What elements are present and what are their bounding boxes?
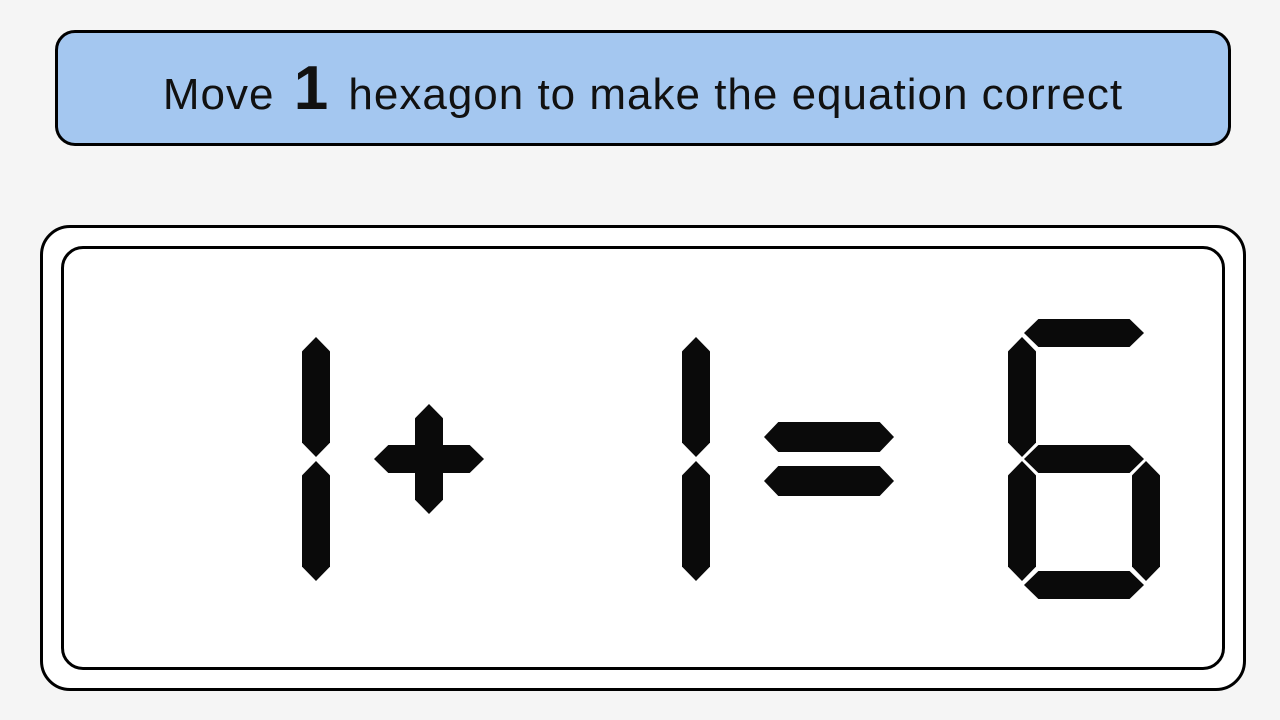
- puzzle-panel-outer: [40, 225, 1246, 691]
- operator-plus: [374, 404, 484, 514]
- instruction-suffix: hexagon to make the equation correct: [335, 70, 1123, 119]
- segment-c[interactable]: [302, 461, 330, 581]
- segment-g[interactable]: [1024, 445, 1144, 473]
- segment-f[interactable]: [1008, 337, 1036, 457]
- instruction-panel: Move 1 hexagon to make the equation corr…: [55, 30, 1231, 146]
- instruction-count: 1: [288, 54, 335, 123]
- instruction-text: Move 1 hexagon to make the equation corr…: [163, 53, 1123, 124]
- digit-1: [554, 319, 714, 599]
- segment-b[interactable]: [302, 337, 330, 457]
- segment-c[interactable]: [1132, 461, 1160, 581]
- puzzle-panel-inner: [61, 246, 1225, 670]
- segment-a[interactable]: [1024, 319, 1144, 347]
- digit-6: [1004, 319, 1164, 599]
- digit-1: [174, 319, 334, 599]
- segment-d[interactable]: [1024, 571, 1144, 599]
- segment-c[interactable]: [682, 461, 710, 581]
- segment-e[interactable]: [1008, 461, 1036, 581]
- segment-b[interactable]: [682, 337, 710, 457]
- equals-bottom[interactable]: [764, 466, 894, 496]
- equals-top[interactable]: [764, 422, 894, 452]
- operator-equals: [764, 414, 894, 504]
- equation-stage: [64, 249, 1222, 667]
- instruction-prefix: Move: [163, 70, 288, 119]
- plus-vertical[interactable]: [415, 404, 443, 514]
